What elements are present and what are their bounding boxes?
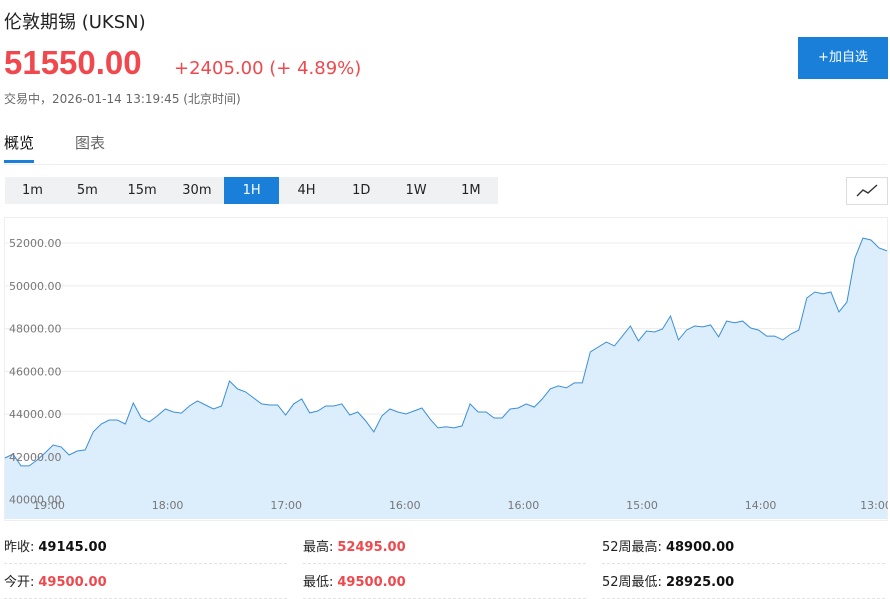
y-tick-label: 46000.00 [9,365,62,378]
instrument-name: 伦敦期锡 (UKSN) [4,12,146,33]
area-fill [5,238,887,519]
period-bar: 1m 5m 15m 30m 1H 4H 1D 1W 1M [5,177,498,204]
chart-type-button[interactable] [846,177,888,205]
chart: 40000.00 42000.00 44000.00 46000.00 48000.00… [4,217,888,521]
separator [303,563,586,564]
period-button[interactable]: 1M [461,183,481,198]
period-button[interactable]: 1D [352,183,371,198]
period-button[interactable]: 1W [405,183,427,198]
stat: 最高: 52495.00 [303,536,406,555]
tab[interactable]: 概览 [4,132,35,163]
x-tick-label: 18:00 [152,499,184,512]
y-tick-label: 50000.00 [9,280,62,293]
x-tick-label: 15:00 [626,499,658,512]
status: 交易中，2026-01-14 13:19:45 (北京时间) [4,92,241,106]
stat-value: 48900.00 [665,540,735,555]
stat: 今开: 49500.00 [4,571,107,590]
change: +2405.00 [174,58,264,79]
change-row: +2405.00 (+ 4.89%) [174,58,361,79]
stat-value: 49145.00 [38,540,107,555]
x-tick-label: 17:00 [270,499,302,512]
stat: 52周最高: 48900.00 [602,536,734,555]
stat: 昨收: 49145.00 [4,536,107,555]
change-pct: (+ 4.89%) [269,58,362,79]
x-tick-label: 13:00 [860,499,888,512]
stat-label: 52周最高: [602,540,662,555]
stat-label: 52周最低: [602,575,662,590]
period-button[interactable]: 1m [22,183,43,198]
x-tick-label: 19:00 [33,499,65,512]
x-tick-label: 16:00 [389,499,421,512]
stat-label: 最低: [303,575,334,590]
price-line [4,237,888,467]
period-button[interactable]: 4H [297,183,316,198]
stat-value: 49500.00 [337,575,406,590]
stat-value: 28925.00 [665,575,735,590]
stat-label: 昨收: [4,540,35,555]
stat: 最低: 49500.00 [303,571,406,590]
y-tick-label: 40000.00 [9,494,62,507]
separator [602,563,885,564]
period-button[interactable]: 5m [76,183,98,198]
period-button[interactable]: 15m [127,183,157,198]
tab[interactable]: 图表 [75,134,106,152]
watch-button[interactable]: +加自选 [798,37,888,79]
period-button[interactable]: 30m [182,183,212,198]
x-tick-label: 16:00 [508,499,540,512]
chart-type-icon [856,184,878,197]
stat-value: 49500.00 [38,575,107,590]
y-tick-label: 42000.00 [9,451,62,464]
x-tick-label: 14:00 [745,499,777,512]
price: 51550.00 [4,44,142,81]
y-tick-label: 44000.00 [9,408,62,421]
stat-value: 52495.00 [337,540,406,555]
y-tick-label: 52000.00 [9,237,62,250]
separator [4,563,287,564]
period-button[interactable]: 1H [224,177,280,204]
stat-label: 最高: [303,540,334,555]
stat: 52周最低: 28925.00 [602,571,734,590]
tabs: 概览 图表 [4,132,887,165]
stat-label: 今开: [4,575,35,590]
y-tick-label: 48000.00 [9,323,62,336]
